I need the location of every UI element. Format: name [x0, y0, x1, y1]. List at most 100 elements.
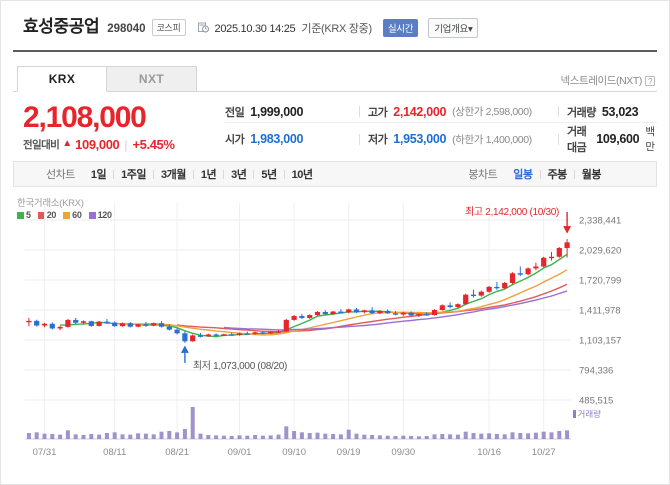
- period-10y[interactable]: 10년: [291, 169, 313, 181]
- candle-body: [369, 310, 375, 314]
- candle-chart-options: 봉차트 일봉 주봉 월봉: [468, 166, 608, 182]
- x-axis-tick: 09/01: [228, 447, 252, 458]
- x-axis-tick: 10/27: [532, 447, 556, 458]
- y-axis-tick: 1,720,799: [579, 276, 621, 287]
- volume-bar: [463, 431, 468, 439]
- x-axis-tick: 09/30: [391, 447, 415, 458]
- stats-row-2: 시가 1,983,000 저가 1,953,000 (하한가 1,400,000…: [225, 123, 657, 155]
- price-chart[interactable]: 한국거래소(KRX) 5 20 60 120: [13, 195, 657, 467]
- candle-body: [478, 291, 484, 296]
- stat-open: 시가 1,983,000: [225, 131, 351, 147]
- candle-body: [330, 311, 336, 315]
- line-chart-label: 선차트: [46, 169, 75, 181]
- period-5y[interactable]: 5년: [261, 169, 277, 181]
- period-1d[interactable]: 1일: [90, 169, 107, 181]
- volume-bar: [284, 426, 289, 439]
- option-separator: [152, 169, 154, 179]
- volume-bar: [494, 434, 499, 439]
- prev-close-label: 전일: [225, 106, 245, 119]
- period-3m[interactable]: 3개월: [160, 169, 186, 181]
- x-axis-tick: 07/31: [33, 447, 57, 458]
- volume-bar: [206, 435, 211, 439]
- y-axis-tick: 1,103,157: [579, 336, 621, 347]
- volume-bar: [34, 432, 39, 439]
- ma-line-26: [223, 290, 568, 331]
- price-summary: 2,108,000 전일대비 ▲ 109,000 | +5.45% 전일 1,9…: [1, 93, 669, 155]
- candle-body: [190, 335, 196, 342]
- turnover-value: 109,600: [596, 132, 640, 146]
- tab-krx[interactable]: KRX: [17, 66, 107, 92]
- ma-60-color-chip: [63, 211, 71, 219]
- stat-volume: 거래량 53,023: [567, 104, 657, 120]
- company-overview-button[interactable]: 기업개요▾: [428, 18, 479, 38]
- change-label: 전일대비: [23, 139, 60, 151]
- candle-body: [174, 329, 180, 334]
- candle-body: [57, 326, 63, 329]
- candle-body: [182, 333, 188, 342]
- volume-bar: [533, 432, 538, 439]
- volume-bar: [26, 433, 31, 439]
- volume-bar: [81, 435, 86, 439]
- realtime-badge[interactable]: 실시간: [382, 19, 419, 37]
- chevron-down-icon: ▾: [467, 24, 473, 35]
- triangle-up-icon: ▲: [62, 138, 73, 149]
- candle-body: [556, 248, 562, 257]
- candle-body: [291, 316, 297, 320]
- candle-daily[interactable]: 일봉: [513, 169, 533, 181]
- tab-nxt[interactable]: NXT: [107, 66, 197, 92]
- stat-low: 저가 1,953,000 (하한가 1,400,000): [368, 131, 550, 147]
- volume-bar: [299, 432, 304, 439]
- candle-body: [400, 312, 406, 315]
- volume-bar: [362, 434, 367, 439]
- candle-body: [41, 323, 48, 326]
- ma-5-legend: 5: [17, 210, 31, 220]
- volume-bar: [323, 433, 328, 439]
- chart-canvas[interactable]: 2,338,441 2,029,620 1,720,799 1,411,978 1,10…: [13, 195, 659, 467]
- volume-bar: [377, 435, 382, 439]
- volume-bar: [260, 435, 265, 439]
- candle-weekly[interactable]: 주봉: [547, 169, 568, 181]
- stat-divider: [558, 106, 559, 117]
- candle-monthly[interactable]: 월봉: [581, 169, 602, 181]
- candle-body: [205, 334, 211, 337]
- volume-bar: [136, 433, 141, 439]
- volume-bar: [526, 433, 531, 439]
- high-annotation: 최고 2,142,000 (10/30): [465, 206, 559, 218]
- candle-body: [424, 314, 430, 316]
- volume-bar: [276, 434, 281, 439]
- lower-limit-value: (하한가 1,400,000): [452, 133, 532, 146]
- stat-turnover: 거래대금 109,600 백만: [567, 123, 657, 155]
- option-separator: [113, 169, 115, 179]
- help-icon[interactable]: ?: [645, 75, 655, 86]
- candle-body: [431, 309, 438, 316]
- volume-bar: [510, 432, 515, 439]
- change-value: 109,000: [75, 137, 120, 152]
- volume-bar: [479, 433, 484, 439]
- candle-body: [260, 332, 266, 334]
- candle-body: [509, 273, 516, 283]
- candle-body: [151, 323, 157, 326]
- candle-body: [80, 321, 87, 323]
- volume-color-chip: [572, 410, 576, 418]
- moving-average-legend: 5 20 60 120: [17, 210, 112, 220]
- period-3y[interactable]: 3년: [231, 169, 247, 181]
- low-value: 1,953,000: [393, 132, 447, 146]
- candle-body: [346, 309, 352, 313]
- period-1w[interactable]: 1주일: [121, 169, 146, 181]
- y-axis-tick: 1,411,978: [579, 306, 621, 317]
- candle-body: [314, 311, 321, 316]
- tab-underline: [13, 91, 657, 92]
- candle-body: [158, 323, 165, 327]
- high-value: 2,142,000: [393, 104, 447, 119]
- volume-bar: [159, 431, 164, 439]
- volume-bar: [151, 434, 156, 439]
- candle-body: [361, 310, 367, 313]
- period-1y[interactable]: 1년: [200, 169, 217, 181]
- line-chart-options: 선차트 1일 1주일 3개월 1년 3년 5년 10년: [46, 166, 319, 182]
- stat-divider: [359, 106, 360, 117]
- current-price-block: 2,108,000 전일대비 ▲ 109,000 | +5.45%: [13, 101, 225, 155]
- volume-bar: [112, 432, 117, 439]
- volume-bar: [268, 435, 273, 439]
- open-value: 1,983,000: [250, 132, 304, 146]
- candle-body: [447, 305, 453, 308]
